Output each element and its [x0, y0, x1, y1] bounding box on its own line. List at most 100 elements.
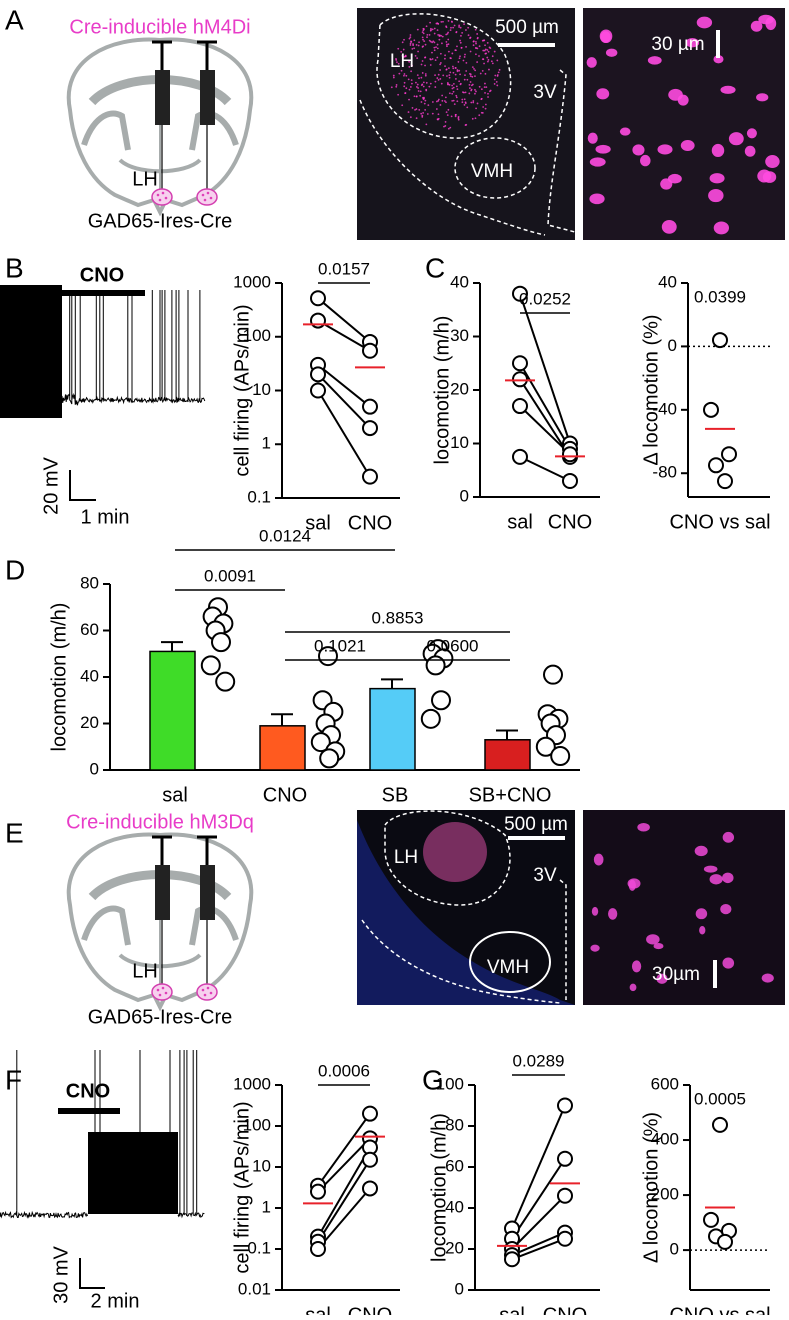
signal	[485, 52, 488, 55]
signal	[465, 123, 468, 126]
signal	[483, 86, 486, 89]
point	[712, 1116, 728, 1133]
signal	[471, 75, 474, 78]
y-tick-label: 40	[80, 666, 99, 685]
cell	[722, 831, 735, 843]
point	[562, 446, 578, 463]
signal	[390, 86, 393, 89]
point	[362, 1180, 378, 1197]
signal	[415, 43, 418, 46]
point	[708, 457, 724, 474]
cell	[695, 908, 708, 920]
signal	[401, 104, 404, 107]
signal	[439, 104, 442, 106]
cell	[711, 143, 725, 158]
cell	[696, 16, 713, 29]
signal	[455, 85, 458, 88]
point	[362, 420, 378, 437]
signal	[424, 56, 427, 59]
signal	[471, 117, 474, 120]
point	[535, 736, 556, 757]
pair-line	[519, 362, 571, 450]
dapi-band	[357, 820, 575, 1005]
scale-bar	[79, 1258, 105, 1289]
signal	[447, 38, 450, 41]
signal	[448, 76, 451, 79]
signal	[467, 34, 470, 37]
signal	[474, 28, 477, 31]
signal	[457, 118, 460, 121]
p-value: 0.1021	[314, 636, 366, 655]
cell	[656, 973, 668, 984]
y-axis-label: cell firing (APs/min)	[231, 304, 253, 476]
signal	[465, 70, 468, 72]
signal	[444, 54, 446, 57]
point	[310, 312, 326, 329]
signal	[478, 45, 481, 48]
signal	[416, 74, 419, 76]
cell	[587, 132, 598, 144]
y-tick-label: 60	[80, 620, 99, 639]
signal	[438, 38, 441, 41]
x-tick-label: CNO vs sal	[669, 1304, 770, 1315]
p-value: 0.0006	[318, 1061, 370, 1080]
p-value: 0.0600	[427, 636, 479, 655]
chart: 0 20 40 60 80 100 locomotion (m/h) sal CNO 0.0289	[428, 1051, 600, 1320]
cell	[631, 960, 642, 973]
signal	[420, 101, 423, 103]
pair-line	[511, 1231, 566, 1257]
pair-line	[317, 1137, 371, 1193]
signal	[447, 20, 450, 22]
point	[362, 1105, 378, 1122]
signal	[456, 100, 459, 103]
cell	[720, 904, 732, 915]
signal	[424, 73, 427, 75]
point	[512, 285, 528, 302]
signal	[407, 59, 410, 62]
signal	[422, 27, 425, 30]
x-tick-label: sal	[305, 1304, 331, 1315]
point	[362, 398, 378, 415]
pair-line	[317, 319, 371, 352]
signal	[469, 72, 471, 75]
signal	[478, 55, 480, 57]
signal	[433, 41, 436, 44]
signal	[483, 39, 486, 42]
y-tick-label: 10	[252, 1156, 271, 1175]
point	[504, 1251, 520, 1268]
region-label: VMH	[487, 957, 529, 978]
signal	[455, 113, 457, 116]
signal	[467, 26, 470, 29]
signal	[425, 89, 428, 92]
signal	[451, 99, 454, 102]
signal	[461, 101, 464, 104]
pair-line	[317, 373, 371, 429]
signal	[446, 82, 449, 84]
panel-label: G	[422, 1064, 444, 1095]
signal	[458, 80, 461, 83]
signal	[482, 49, 485, 52]
signal	[409, 42, 412, 45]
signal	[480, 111, 483, 114]
signal	[395, 85, 398, 88]
signal	[403, 74, 405, 77]
signal	[422, 32, 425, 35]
point	[362, 468, 378, 485]
point	[557, 1187, 573, 1204]
signal	[423, 822, 487, 882]
signal	[452, 26, 455, 29]
signal	[444, 125, 447, 127]
construct-title: Cre-inducible hM3Dq	[66, 811, 254, 833]
point	[712, 332, 728, 349]
signal	[450, 26, 452, 29]
signal	[415, 108, 418, 110]
signal	[488, 90, 491, 93]
point	[362, 1151, 378, 1168]
p-value: 0.8853	[372, 608, 424, 627]
chart: 0 200 400 600 Δ locomotion (%) CNO vs sal 0.00…	[640, 1074, 770, 1320]
point	[512, 398, 528, 415]
signal	[444, 65, 446, 68]
signal	[415, 81, 417, 84]
signal	[461, 98, 464, 101]
